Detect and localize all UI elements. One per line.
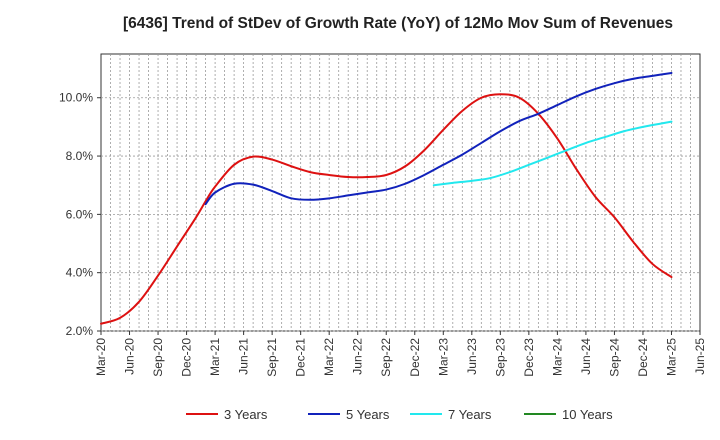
- x-tick-label: Jun-24: [579, 338, 593, 375]
- x-tick-label: Dec-23: [522, 338, 536, 377]
- y-tick-label: 4.0%: [66, 266, 94, 280]
- x-tick-label: Dec-20: [180, 338, 194, 377]
- series-group: [100, 71, 673, 325]
- x-tick-label: Mar-23: [436, 338, 450, 376]
- legend-label-7-years: 7 Years: [448, 407, 492, 422]
- series-line-3-years: [100, 93, 673, 325]
- grid: [101, 54, 700, 332]
- legend-label-5-years: 5 Years: [346, 407, 390, 422]
- x-tick-label: Jun-20: [123, 338, 137, 375]
- x-tick-label: Jun-21: [237, 338, 251, 375]
- x-tick-label: Sep-22: [379, 338, 393, 377]
- x-tick-label: Dec-21: [294, 338, 308, 377]
- chart-title: [6436] Trend of StDev of Growth Rate (Yo…: [123, 15, 673, 32]
- x-tick-label: Mar-24: [550, 338, 564, 376]
- x-tick-label: Sep-20: [151, 338, 165, 377]
- legend-label-10-years: 10 Years: [562, 407, 613, 422]
- x-tick-label: Jun-23: [465, 338, 479, 375]
- legend-label-3-years: 3 Years: [224, 407, 268, 422]
- x-tick-label: Mar-20: [94, 338, 108, 376]
- x-tick-label: Mar-25: [664, 338, 678, 376]
- x-tick-label: Dec-22: [408, 338, 422, 377]
- y-tick-label: 8.0%: [66, 149, 94, 163]
- x-tick-label: Mar-22: [322, 338, 336, 376]
- y-tick-label: 6.0%: [66, 207, 94, 221]
- x-tick-label: Sep-23: [493, 338, 507, 377]
- y-tick-label: 10.0%: [59, 91, 93, 105]
- series-line-7-years: [432, 120, 673, 187]
- x-axis: Mar-20 Jun-20 Sep-20 Dec-20 Mar-21 Jun-21 Sep-…: [94, 331, 707, 377]
- y-tick-label: 2.0%: [66, 324, 94, 338]
- legend: 3 Years 5 Years 7 Years 10 Years: [186, 407, 613, 422]
- x-tick-label: Jun-22: [351, 338, 365, 375]
- x-tick-label: Mar-21: [208, 338, 222, 376]
- y-axis: 2.0% 4.0% 6.0% 8.0% 10.0%: [59, 91, 101, 338]
- x-tick-label: Sep-21: [265, 338, 279, 377]
- plot-frame: [100, 53, 701, 332]
- series-line-5-years: [204, 71, 673, 206]
- x-tick-label: Sep-24: [607, 338, 621, 377]
- x-tick-label: Dec-24: [636, 338, 650, 377]
- x-tick-label: Jun-25: [693, 338, 707, 375]
